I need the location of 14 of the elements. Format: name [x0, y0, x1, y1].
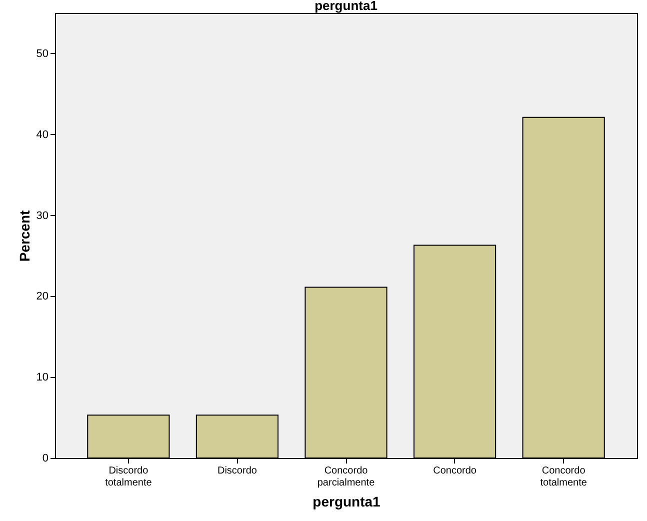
x-axis-title: pergunta1 — [312, 494, 381, 510]
x-tick-label: Discordo totalmente — [105, 466, 152, 488]
y-tick-label: 40 — [36, 128, 48, 141]
x-tick-label: Discordo — [217, 466, 258, 476]
y-tick-label: 50 — [36, 48, 48, 60]
y-tick-label: 0 — [42, 452, 48, 464]
x-tick-label: Concordo totalmente — [540, 466, 588, 488]
y-axis-title: Percent — [16, 210, 32, 262]
chart-title: pergunta1 — [314, 0, 378, 13]
x-tick-label: Concordo parcialmente — [317, 466, 376, 488]
y-tick-label: 20 — [36, 290, 48, 303]
y-tick-label: 10 — [36, 372, 48, 384]
y-tick-label: 30 — [36, 210, 48, 222]
x-tick-label: Concordo — [433, 466, 477, 476]
